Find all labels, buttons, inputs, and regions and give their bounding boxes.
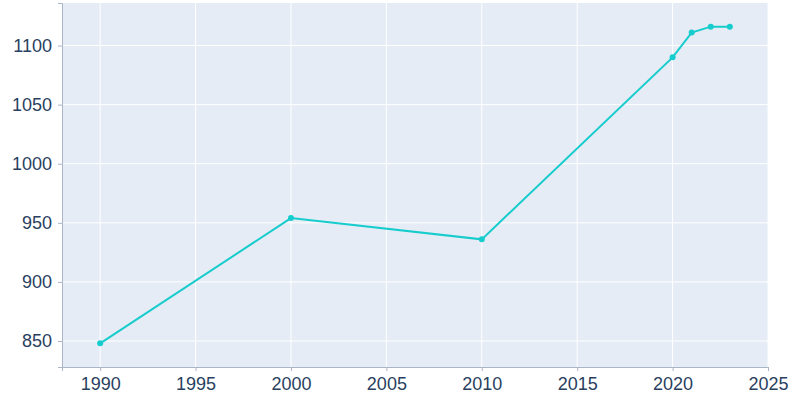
plot-background: [62, 3, 768, 367]
tick-mark: [386, 367, 387, 371]
plot: 1990 1995 2000 2005 2010 2015 2020 2025 850 900 95…: [12, 3, 789, 394]
tick-mark: [482, 367, 483, 371]
tick-mark: [58, 223, 62, 224]
marker: [479, 236, 485, 242]
grid-line-x: [768, 3, 769, 367]
marker: [288, 215, 294, 221]
grid-line-y: [62, 104, 768, 105]
tick: 950: [22, 213, 62, 233]
grid-line-y: [62, 163, 768, 164]
tick-mark: [768, 367, 769, 371]
tick-label: 2020: [653, 374, 693, 394]
tick-mark: [58, 282, 62, 283]
tick: 1000: [12, 154, 62, 174]
axis-line: [63, 368, 769, 372]
grid-line-y: [62, 45, 768, 46]
tick: 900: [22, 272, 62, 292]
tick-mark: [58, 46, 62, 47]
marker: [670, 54, 676, 60]
tick-label: 2025: [748, 374, 788, 394]
tick: 1100: [13, 36, 62, 56]
grid-line-x: [577, 3, 578, 367]
tick-label: 1050: [12, 95, 52, 115]
tick-label: 1995: [176, 374, 216, 394]
tick-label: 2005: [367, 374, 407, 394]
tick-label: 1000: [12, 154, 52, 174]
tick-label: 2000: [271, 374, 311, 394]
tick-label: 1990: [81, 374, 121, 394]
tick-label: 1100: [13, 36, 52, 56]
grid-line-x: [100, 3, 101, 367]
grid-line-x: [195, 3, 196, 367]
tick-label: 2010: [462, 374, 502, 394]
tick: 2025: [748, 367, 788, 394]
tick: 2005: [367, 367, 407, 394]
tick-label: 950: [22, 213, 52, 233]
grid-line-x: [386, 3, 387, 367]
tick: 1990: [81, 367, 121, 394]
tick-mark: [58, 341, 62, 342]
tick-mark: [673, 367, 674, 371]
grid: [62, 3, 768, 367]
tick-mark: [58, 164, 62, 165]
x-axis: 1990 1995 2000 2005 2010 2015 2020 2025: [63, 367, 789, 394]
tick-mark: [196, 367, 197, 371]
tick: 2010: [462, 367, 502, 394]
tick-mark: [291, 367, 292, 371]
marker: [708, 24, 714, 30]
tick-label: 850: [22, 331, 52, 351]
tick: 2020: [653, 367, 693, 394]
grid-line-y: [62, 222, 768, 223]
line: [100, 27, 730, 344]
tick: 850: [22, 331, 62, 351]
grid-line-y: [62, 341, 768, 342]
grid-line-x: [481, 3, 482, 367]
grid-line-x: [290, 3, 291, 367]
y-axis: 850 900 950 1000 1050 1100: [12, 4, 63, 368]
marker: [97, 340, 103, 346]
axis-line: [58, 4, 63, 368]
tick-mark: [100, 367, 101, 371]
tick-label: 2015: [558, 374, 598, 394]
marker: [689, 30, 695, 36]
tick: 2015: [558, 367, 598, 394]
tick: 2000: [271, 367, 311, 394]
tick-label: 900: [22, 272, 52, 292]
tick: 1995: [176, 367, 216, 394]
tick-mark: [58, 105, 62, 106]
tick-mark: [577, 367, 578, 371]
chart: 1990 1995 2000 2005 2010 2015 2020 2025 850 900 95…: [0, 0, 800, 400]
tick: 1050: [12, 95, 62, 115]
marker: [727, 24, 733, 30]
grid-line-y: [62, 281, 768, 282]
series: [97, 24, 733, 347]
